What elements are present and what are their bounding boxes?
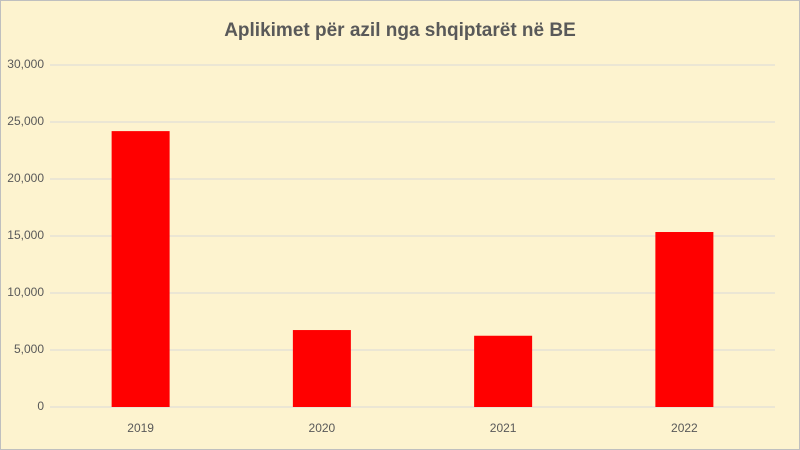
bar — [292, 330, 351, 407]
y-tick-label: 15,000 — [7, 228, 44, 242]
y-tick-label: 5,000 — [14, 342, 44, 356]
x-tick-label: 2021 — [490, 421, 517, 435]
y-tick-label: 0 — [37, 399, 44, 413]
bar — [111, 131, 170, 407]
bar — [655, 232, 714, 407]
y-tick-label: 30,000 — [7, 57, 44, 71]
y-tick-label: 25,000 — [7, 114, 44, 128]
x-tick-label: 2020 — [309, 421, 336, 435]
x-tick-label: 2022 — [671, 421, 698, 435]
bar — [474, 335, 533, 407]
y-tick-label: 10,000 — [7, 285, 44, 299]
y-tick-label: 20,000 — [7, 171, 44, 185]
chart-title: Aplikimet për azil nga shqiptarët në BE — [224, 20, 576, 41]
x-tick-label: 2019 — [127, 421, 154, 435]
